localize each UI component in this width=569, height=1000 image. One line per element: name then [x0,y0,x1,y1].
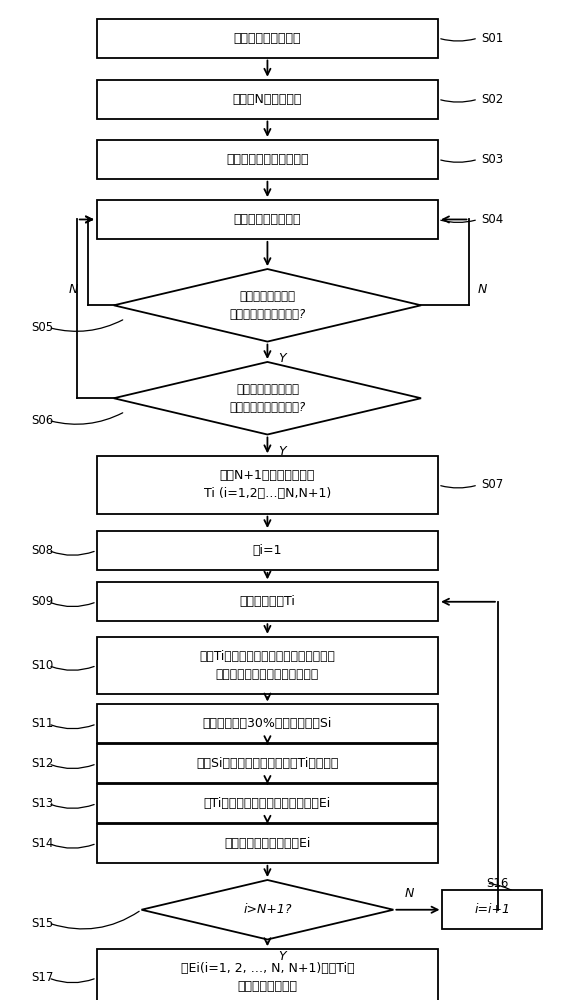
Text: S16: S16 [486,877,509,890]
Text: S08: S08 [31,544,53,557]
Text: S03: S03 [481,153,503,166]
Bar [443,890,542,929]
Text: S09: S09 [31,595,53,608]
Text: N: N [478,283,487,296]
Text: S15: S15 [31,917,53,930]
Bar [97,704,438,743]
Text: 取排序后的前30%得到记录集合Si: 取排序后的前30%得到记录集合Si [203,717,332,730]
Text: 确定型腔区域和型芯区域: 确定型腔区域和型芯区域 [226,153,308,166]
Text: 将相关设计资源推送给Ei: 将相关设计资源推送给Ei [224,837,311,850]
Text: N: N [68,283,77,296]
Bar [97,824,438,863]
Bar [97,784,438,823]
Text: 型腔区域和型芯区域
划分至同一子设计任务?: 型腔区域和型芯区域 划分至同一子设计任务? [229,383,306,414]
Bar [97,637,438,694]
Text: 令i=1: 令i=1 [253,544,282,557]
Text: Y: Y [278,352,286,365]
Bar [97,582,438,621]
Text: S07: S07 [481,478,503,491]
Text: Y: Y [278,950,286,963]
Text: i=i+1: i=i+1 [474,903,510,916]
Text: S01: S01 [481,32,503,45]
Text: S02: S02 [481,93,503,106]
Text: 设计任务子模块划分: 设计任务子模块划分 [234,213,301,226]
Text: 由Ei(i=1, 2, …, N, N+1)完成Ti，
实现模具同步设计: 由Ei(i=1, 2, …, N, N+1)完成Ti， 实现模具同步设计 [180,962,354,993]
Bar [97,456,438,514]
Text: 每个侧凹特征分别
划分为一个子设计任务?: 每个侧凹特征分别 划分为一个子设计任务? [229,290,306,321]
Text: S14: S14 [31,837,53,850]
Bar [97,949,438,1000]
Text: Y: Y [278,445,286,458]
Text: N: N [405,887,414,900]
Bar [97,200,438,239]
Polygon shape [142,880,393,939]
Text: S13: S13 [31,797,53,810]
Text: S12: S12 [31,757,53,770]
Text: S11: S11 [31,717,53,730]
Text: 识别出N个侧凹特征: 识别出N个侧凹特征 [233,93,302,106]
Text: 取子设计任务Ti: 取子设计任务Ti [240,595,295,608]
Text: i>N+1?: i>N+1? [243,903,292,916]
Text: 将Ti分配至匹配度最高的设计专家Ei: 将Ti分配至匹配度最高的设计专家Ei [204,797,331,810]
Bar [97,80,438,119]
Text: S17: S17 [31,971,53,984]
Text: 得到N+1个子设计任务：
Ti (i=1,2，…，N,N+1): 得到N+1个子设计任务： Ti (i=1,2，…，N,N+1) [204,469,331,500]
Polygon shape [114,362,421,435]
Bar [97,19,438,58]
Text: S05: S05 [31,321,53,334]
Bar [97,744,438,783]
Text: S06: S06 [31,414,53,427]
Text: S04: S04 [481,213,503,226]
Text: S10: S10 [31,659,53,672]
Polygon shape [114,269,421,342]
Bar [97,140,438,179]
Text: 确定模具主脱模方向: 确定模具主脱模方向 [234,32,301,45]
Text: 计算Si中各元素的设计专家与Ti的匹配度: 计算Si中各元素的设计专家与Ti的匹配度 [196,757,339,770]
Text: 计算Ti与细粒度历史设计数据库中每条记
录间的任务相似度并按降序排序: 计算Ti与细粒度历史设计数据库中每条记 录间的任务相似度并按降序排序 [200,650,335,681]
Bar [97,531,438,570]
